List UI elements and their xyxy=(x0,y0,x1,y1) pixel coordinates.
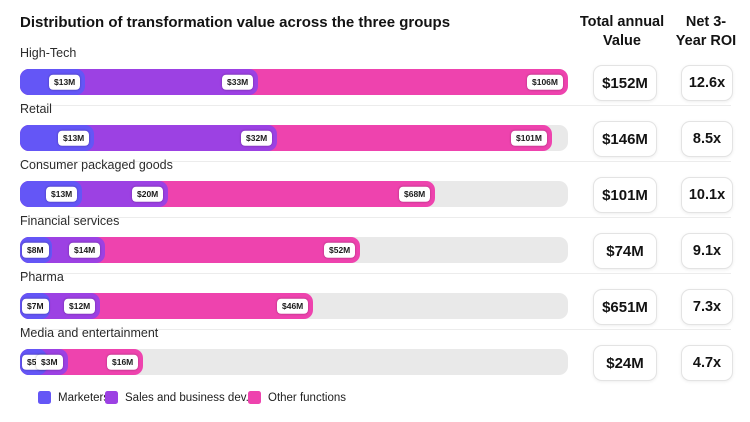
bar-track: $13M $32M $101M xyxy=(20,125,568,151)
row-label: Retail xyxy=(20,102,52,116)
row-label: Financial services xyxy=(20,214,120,228)
bar-value-pill: $101M xyxy=(511,130,547,146)
column-header-total-line2: Value xyxy=(603,33,641,49)
legend-label: Marketers xyxy=(58,391,110,404)
legend-label: Other functions xyxy=(268,391,346,404)
roi-value-box: 10.1x xyxy=(681,177,733,213)
bar-value-pill: $13M xyxy=(46,186,78,202)
bar-track: $8M $14M $52M xyxy=(20,237,568,263)
legend-label: Sales and business dev. xyxy=(125,391,249,404)
bar-value-pill: $32M xyxy=(241,130,273,146)
row-divider xyxy=(20,105,731,106)
bar-value-pill: $33M xyxy=(222,74,254,90)
legend-swatch xyxy=(105,391,118,404)
bar-value-pill: $68M xyxy=(399,186,431,202)
bar-value-pill: $16M xyxy=(107,354,139,370)
total-value-box: $74M xyxy=(593,233,657,269)
legend-swatch xyxy=(248,391,261,404)
bar-value-pill: $14M xyxy=(69,242,101,258)
column-header-total-annual-value: Total annual Value xyxy=(570,13,674,51)
total-value-box: $146M xyxy=(593,121,657,157)
roi-value-box: 12.6x xyxy=(681,65,733,101)
bar-track: $7M $12M $46M xyxy=(20,293,568,319)
bar-value-pill: $7M xyxy=(22,298,49,314)
bar-value-pill: $3M xyxy=(36,354,63,370)
total-value-box: $24M xyxy=(593,345,657,381)
column-header-roi-line1: Net 3- xyxy=(685,14,727,30)
row-label: Pharma xyxy=(20,270,64,284)
column-header-total-line1: Total annual xyxy=(579,14,665,30)
bar-value-pill: $13M xyxy=(49,74,81,90)
roi-value-box: 9.1x xyxy=(681,233,733,269)
bar-value-pill: $8M xyxy=(22,242,49,258)
column-header-roi-line2: Year ROI xyxy=(675,33,737,49)
total-value-box: $101M xyxy=(593,177,657,213)
column-header-net-roi: Net 3- Year ROI xyxy=(670,13,742,51)
row-divider xyxy=(20,329,731,330)
roi-value-box: 8.5x xyxy=(681,121,733,157)
total-value-box: $651M xyxy=(593,289,657,325)
legend-swatch xyxy=(38,391,51,404)
row-label: Media and entertainment xyxy=(20,326,159,340)
row-label: Consumer packaged goods xyxy=(20,158,173,172)
total-value-box: $152M xyxy=(593,65,657,101)
legend-item: Marketers xyxy=(38,391,109,404)
bar-value-pill: $13M xyxy=(58,130,90,146)
row-divider xyxy=(20,161,731,162)
roi-value-box: 7.3x xyxy=(681,289,733,325)
legend-item: Other functions xyxy=(248,391,346,404)
row-divider xyxy=(20,217,731,218)
legend-item: Sales and business dev. xyxy=(105,391,249,404)
bar-value-pill: $52M xyxy=(324,242,356,258)
bar-value-pill: $46M xyxy=(277,298,309,314)
bar-track: $13M $33M $106M xyxy=(20,69,568,95)
bar-value-pill: $106M xyxy=(527,74,563,90)
bar-track: $5M$3M$16M xyxy=(20,349,568,375)
bar-value-pill: $20M xyxy=(132,186,164,202)
bar-value-pill: $12M xyxy=(64,298,96,314)
bar-track: $13M $20M $68M xyxy=(20,181,568,207)
row-label: High-Tech xyxy=(20,46,77,60)
roi-value-box: 4.7x xyxy=(681,345,733,381)
row-divider xyxy=(20,273,731,274)
chart-title: Distribution of transformation value acr… xyxy=(20,14,451,31)
